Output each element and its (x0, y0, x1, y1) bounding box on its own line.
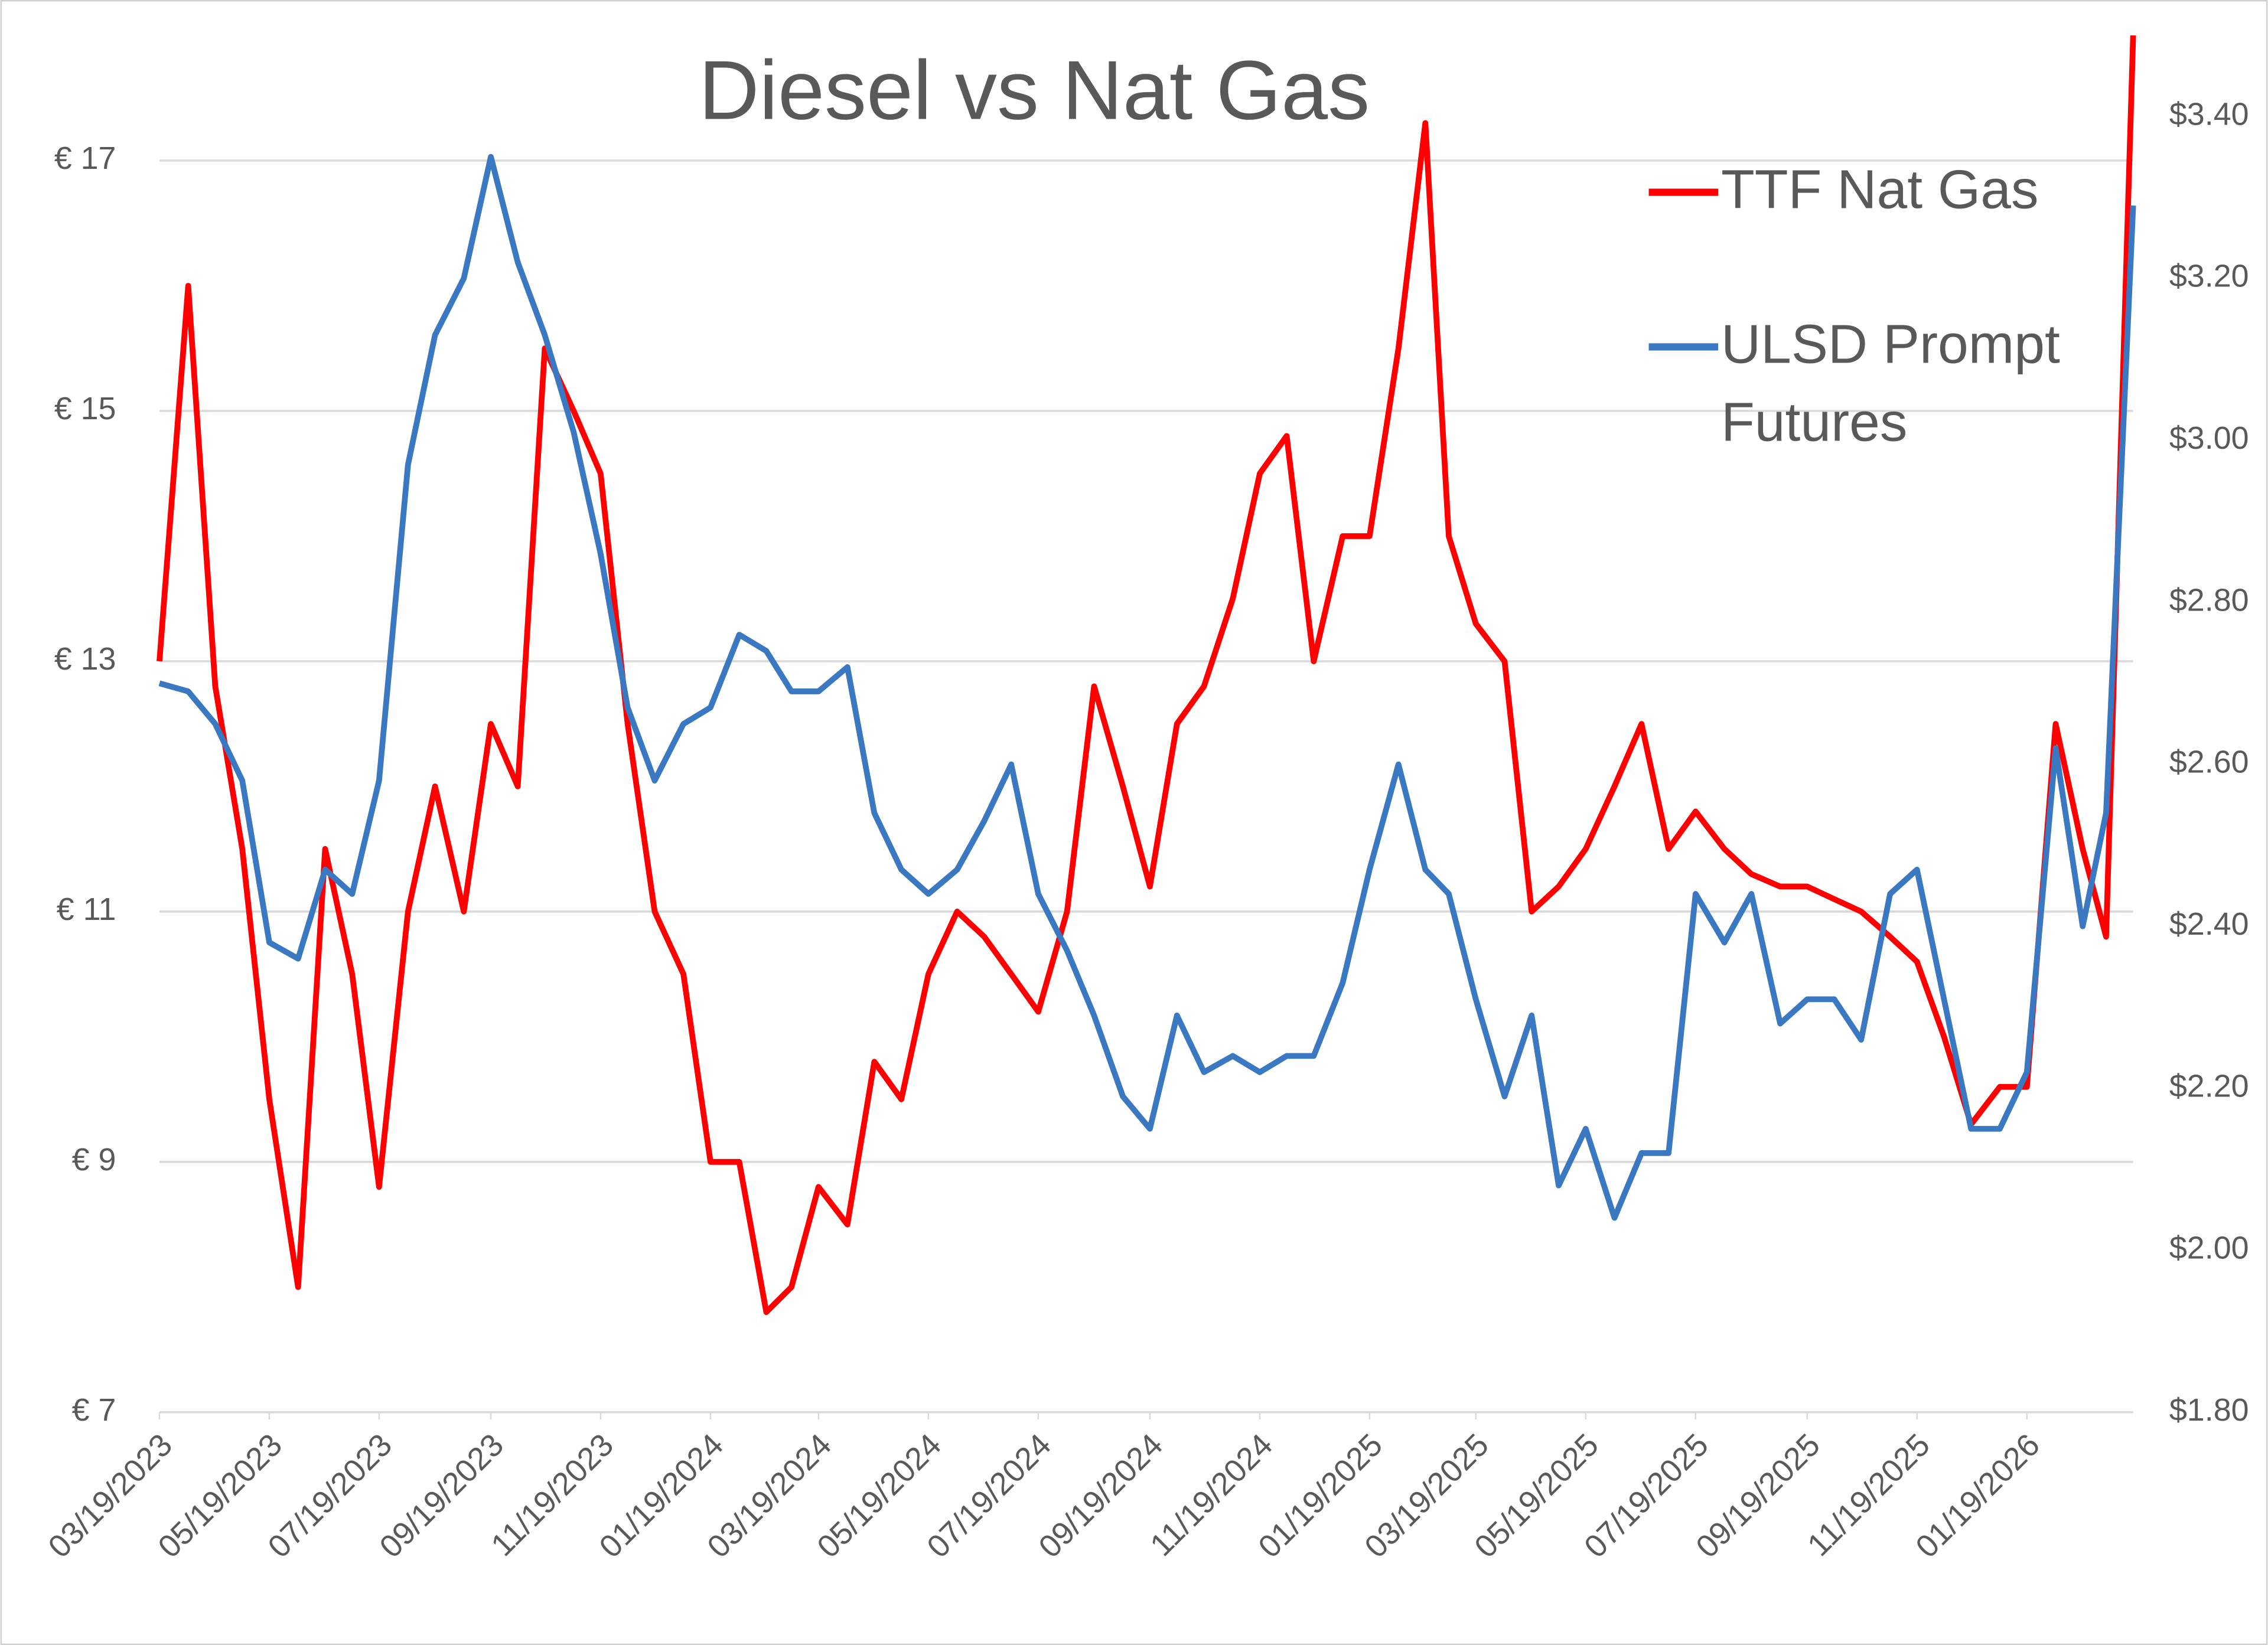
y2-tick-label: $3.20 (2169, 259, 2249, 294)
y-tick-label: € 17 (54, 141, 116, 176)
legend-item: ULSD Prompt Futures (1720, 315, 2060, 454)
y2-tick-label: $3.00 (2169, 420, 2249, 456)
y2-tick-label: $1.80 (2169, 1392, 2249, 1428)
legend-item: TTF Nat Gas (1720, 160, 2039, 221)
legend-label: TTF Nat Gas (1720, 160, 2039, 221)
y-tick-label: € 9 (72, 1142, 116, 1177)
y-tick-label: € 15 (54, 391, 116, 426)
y2-tick-label: $2.80 (2169, 582, 2249, 618)
y2-tick-label: $2.40 (2169, 906, 2249, 942)
series-line (158, 154, 2136, 1221)
y-tick-label: € 13 (54, 641, 116, 677)
y-tick-label: € 7 (72, 1392, 116, 1428)
y2-tick-label: $2.20 (2169, 1068, 2249, 1104)
y2-tick-label: $2.00 (2169, 1231, 2249, 1266)
legend-label: ULSD Prompt Futures (1720, 315, 2060, 454)
chart-title: Diesel vs Nat Gas (699, 44, 1370, 138)
y2-tick-label: $3.40 (2169, 96, 2249, 132)
y-tick-label: € 11 (57, 892, 116, 927)
series-line (157, 35, 2136, 1316)
y2-tick-label: $2.60 (2169, 745, 2249, 780)
